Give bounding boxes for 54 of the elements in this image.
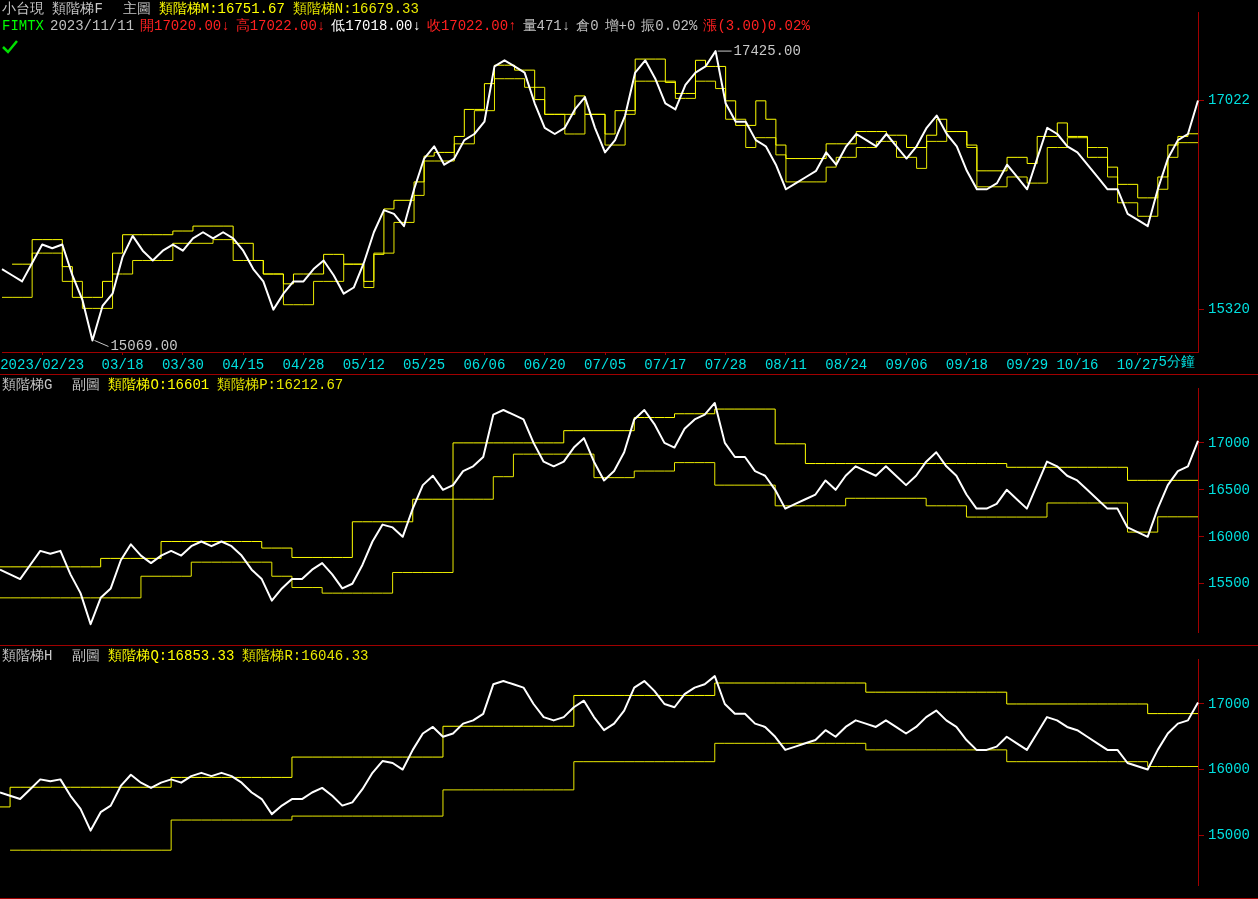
annotation: 增+0 xyxy=(604,18,636,34)
y-tick-label: 15500 xyxy=(1208,575,1251,592)
text: 類階梯M:16751.67 xyxy=(158,1,285,17)
x-tick-label: 08/24 xyxy=(825,357,868,374)
chart-subtitle: 主圖 xyxy=(122,1,151,17)
y-tick-label: 17000 xyxy=(1208,434,1251,451)
x-tick-label: 03/30 xyxy=(161,357,204,374)
x-tick-label: 09/18 xyxy=(945,357,988,374)
y-tick-label: 15320 xyxy=(1208,301,1251,318)
annotation: 漲(3.00)0.02% xyxy=(703,18,810,34)
annotation: 量471↓ xyxy=(522,18,571,34)
y-tick-label: 17022 xyxy=(1208,92,1251,109)
x-tick-label: 07/28 xyxy=(704,357,747,374)
text: 類階梯P:16212.67 xyxy=(217,377,344,393)
x-tick-label: 05/25 xyxy=(403,357,446,374)
x-tick-label: 04/28 xyxy=(282,357,325,374)
text: 類階梯Q:16853.33 xyxy=(108,648,235,664)
text: 類階梯O:16601 xyxy=(108,377,210,393)
x-tick-label: 07/05 xyxy=(584,357,627,374)
chart-subtitle: 副圖 xyxy=(72,648,101,664)
x-tick-label: 06/20 xyxy=(523,357,566,374)
y-tick-label: 16000 xyxy=(1208,528,1251,545)
x-tick-label: 10/27 xyxy=(1116,357,1159,374)
x-tick-label: 05/12 xyxy=(342,357,385,374)
data-label: 15069.00 xyxy=(110,338,178,355)
chart-subtitle: 副圖 xyxy=(72,377,101,393)
x-tick-label: 08/11 xyxy=(764,357,807,374)
y-tick-label: 16000 xyxy=(1208,761,1251,778)
annotation: 2023/11/11 xyxy=(50,18,135,34)
y-tick-label: 16500 xyxy=(1208,481,1251,498)
x-tick-label: 2023/02/23 xyxy=(0,357,85,374)
x-tick-label: 06/06 xyxy=(463,357,506,374)
annotation: FIMTX xyxy=(2,18,45,34)
y-tick-label: 15000 xyxy=(1208,826,1251,843)
annotation: 低17018.00↓ xyxy=(331,18,421,34)
chart-title: 小台現 類階梯F xyxy=(2,1,103,17)
x-tick-label: 09/06 xyxy=(885,357,928,374)
x-tick-label: 07/17 xyxy=(644,357,687,374)
data-label: 17425.00 xyxy=(733,42,801,59)
chart-title: 類階梯H xyxy=(2,648,53,664)
x-tick-label: 04/15 xyxy=(222,357,265,374)
text: 5分鐘 xyxy=(1158,353,1195,372)
x-tick-label: 10/16 xyxy=(1056,357,1099,374)
annotation: 開17020.00↓ xyxy=(140,18,230,34)
y-tick-label: 17000 xyxy=(1208,695,1251,712)
annotation: 振0.02% xyxy=(641,18,698,34)
x-tick-label: 09/29 xyxy=(1006,357,1049,374)
chart-title: 類階梯G xyxy=(2,377,53,393)
text: 類階梯N:16679.33 xyxy=(292,1,419,17)
annotation: 倉0 xyxy=(576,18,599,34)
annotation: 高17022.00↓ xyxy=(235,18,326,34)
annotation: 收17022.00↑ xyxy=(426,18,517,34)
text: 類階梯R:16046.33 xyxy=(242,648,369,664)
x-tick-label: 03/18 xyxy=(101,357,144,374)
